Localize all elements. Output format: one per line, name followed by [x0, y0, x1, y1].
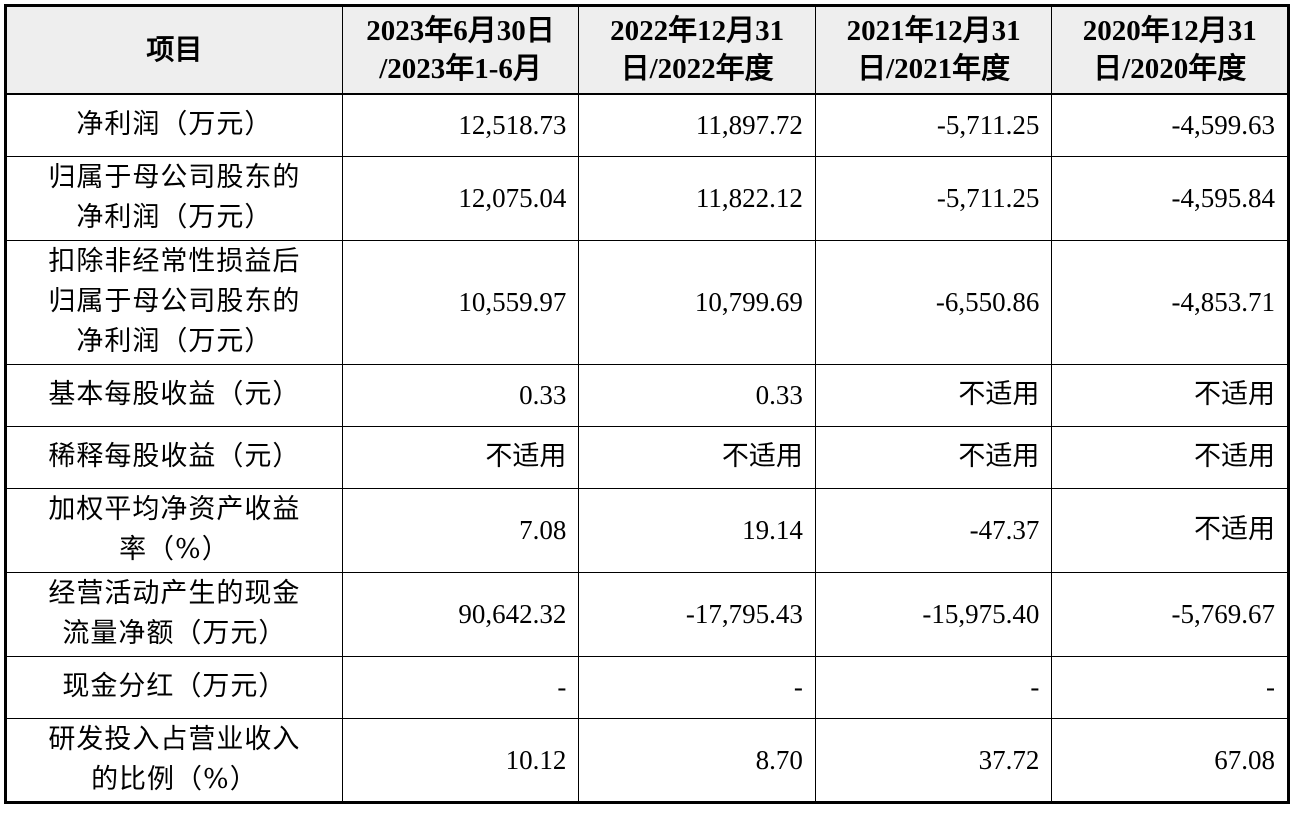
- table-row: 基本每股收益（元） 0.33 0.33 不适用 不适用: [5, 363, 1289, 427]
- row-label-line: 扣除非经常性损益后: [48, 246, 301, 277]
- table-cell: -4,599.63: [1051, 93, 1289, 157]
- table-cell: -4,595.84: [1051, 155, 1289, 241]
- header-item: 项目: [5, 5, 343, 95]
- header-period-line2: /2023年1-6月: [379, 53, 542, 85]
- header-period-line1: 2022年12月31: [610, 15, 785, 47]
- row-label: 扣除非经常性损益后 归属于母公司股东的 净利润（万元）: [5, 239, 343, 365]
- header-period-2020: 2020年12月31 日/2020年度: [1051, 5, 1289, 95]
- row-label: 现金分红（万元）: [5, 655, 343, 719]
- table-cell: 不适用: [814, 363, 1053, 427]
- table-cell: 7.08: [341, 487, 580, 573]
- header-period-line2: 日/2020年度: [1093, 53, 1247, 85]
- table-cell: 0.33: [341, 363, 580, 427]
- table-cell: 不适用: [1051, 487, 1289, 573]
- row-label: 研发投入占营业收入 的比例（%）: [5, 717, 343, 803]
- row-label: 加权平均净资产收益 率（%）: [5, 487, 343, 573]
- table-row: 扣除非经常性损益后 归属于母公司股东的 净利润（万元） 10,559.97 10,799…: [5, 239, 1289, 365]
- header-period-2023h1: 2023年6月30日 /2023年1-6月: [341, 5, 580, 95]
- row-label-line: 的比例（%）: [91, 763, 258, 795]
- table-cell: -5,711.25: [814, 93, 1053, 157]
- table-cell: 不适用: [1051, 363, 1289, 427]
- row-label: 净利润（万元）: [5, 93, 343, 157]
- row-label-line: 经营活动产生的现金: [48, 578, 301, 609]
- header-period-line2: 日/2022年度: [620, 53, 774, 85]
- row-label-line: 加权平均净资产收益: [48, 494, 301, 525]
- row-label-line: 净利润（万元）: [76, 109, 273, 141]
- header-period-line1: 2021年12月31: [846, 15, 1021, 47]
- table-cell: 11,897.72: [578, 93, 816, 157]
- table-row: 现金分红（万元） - - - -: [5, 655, 1289, 719]
- row-label: 稀释每股收益（元）: [5, 425, 343, 489]
- table-cell: 12,075.04: [341, 155, 580, 241]
- table-row: 稀释每股收益（元） 不适用 不适用 不适用 不适用: [5, 425, 1289, 489]
- table-cell: 10,799.69: [578, 239, 816, 365]
- row-label: 经营活动产生的现金 流量净额（万元）: [5, 571, 343, 657]
- row-label-line: 净利润（万元）: [76, 202, 273, 233]
- table-cell: -47.37: [814, 487, 1053, 573]
- header-period-line1: 2023年6月30日: [366, 15, 555, 47]
- row-label-line: 归属于母公司股东的: [48, 286, 301, 317]
- table-cell: 10.12: [341, 717, 580, 803]
- table-body: 净利润（万元） 12,518.73 11,897.72 -5,711.25 -4,599…: [5, 93, 1289, 803]
- table-cell: -: [341, 655, 580, 719]
- financial-summary-table: 项目 2023年6月30日 /2023年1-6月 2022年12月31 日/20…: [4, 4, 1290, 804]
- row-label-line: 基本每股收益（元）: [48, 379, 301, 410]
- table-cell: 8.70: [578, 717, 816, 803]
- table-cell: 不适用: [341, 425, 580, 489]
- table-cell: 90,642.32: [341, 571, 580, 657]
- header-period-line1: 2020年12月31: [1082, 15, 1257, 47]
- table-row: 加权平均净资产收益 率（%） 7.08 19.14 -47.37 不适用: [5, 487, 1289, 573]
- table-cell: 不适用: [578, 425, 816, 489]
- table-cell: -17,795.43: [578, 571, 816, 657]
- table-cell: 12,518.73: [341, 93, 580, 157]
- table-cell: 11,822.12: [578, 155, 816, 241]
- table-cell: 67.08: [1051, 717, 1289, 803]
- row-label-line: 稀释每股收益（元）: [48, 441, 301, 472]
- header-period-line2: 日/2021年度: [857, 53, 1011, 85]
- table-cell: 19.14: [578, 487, 816, 573]
- table-row: 归属于母公司股东的 净利润（万元） 12,075.04 11,822.12 -5,711…: [5, 155, 1289, 241]
- header-period-2022: 2022年12月31 日/2022年度: [578, 5, 816, 95]
- table-row: 经营活动产生的现金 流量净额（万元） 90,642.32 -17,795.43 -15,…: [5, 571, 1289, 657]
- header-period-2021: 2021年12月31 日/2021年度: [814, 5, 1053, 95]
- row-label-line: 现金分红（万元）: [62, 671, 287, 702]
- row-label-line: 净利润（万元）: [76, 326, 273, 357]
- table-cell: 不适用: [1051, 425, 1289, 489]
- table-cell: -: [814, 655, 1053, 719]
- table-header-row: 项目 2023年6月30日 /2023年1-6月 2022年12月31 日/20…: [5, 5, 1289, 95]
- row-label-line: 归属于母公司股东的: [48, 162, 301, 193]
- table-cell: -4,853.71: [1051, 239, 1289, 365]
- table-cell: -: [578, 655, 816, 719]
- row-label: 归属于母公司股东的 净利润（万元）: [5, 155, 343, 241]
- row-label-line: 研发投入占营业收入: [48, 723, 301, 755]
- table-cell: 37.72: [814, 717, 1053, 803]
- table-row: 研发投入占营业收入 的比例（%） 10.12 8.70 37.72 67.08: [5, 717, 1289, 803]
- table-cell: 10,559.97: [341, 239, 580, 365]
- table-row: 净利润（万元） 12,518.73 11,897.72 -5,711.25 -4,599…: [5, 93, 1289, 157]
- table-cell: -5,711.25: [814, 155, 1053, 241]
- table-cell: -15,975.40: [814, 571, 1053, 657]
- table-cell: 不适用: [814, 425, 1053, 489]
- table-cell: -5,769.67: [1051, 571, 1289, 657]
- row-label-line: 率（%）: [119, 534, 230, 565]
- table-cell: 0.33: [578, 363, 816, 427]
- row-label-line: 流量净额（万元）: [62, 618, 287, 649]
- row-label: 基本每股收益（元）: [5, 363, 343, 427]
- table-cell: -: [1051, 655, 1289, 719]
- table-cell: -6,550.86: [814, 239, 1053, 365]
